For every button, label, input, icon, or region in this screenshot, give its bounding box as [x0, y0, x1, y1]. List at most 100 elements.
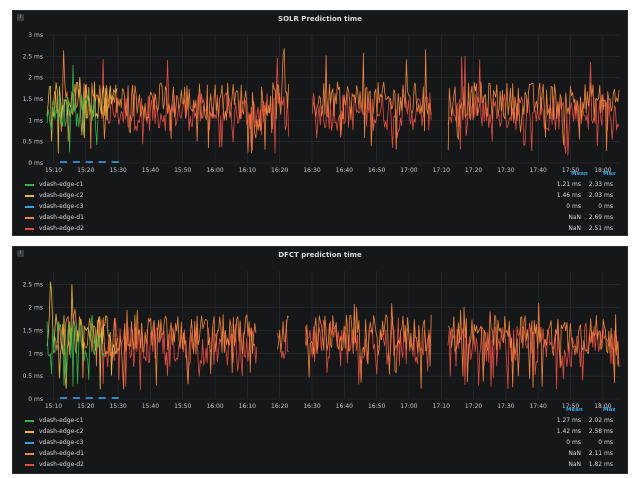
- legend-mean-header[interactable]: Mean: [571, 171, 588, 177]
- legend-series-name: vdash-edge-d1: [39, 450, 84, 457]
- x-tick-label: 16:40: [336, 403, 353, 410]
- legend-mean-value: NaN: [568, 225, 581, 232]
- legend-series-name: vdash-edge-c1: [39, 417, 84, 424]
- legend-item[interactable]: vdash-edge-d1 NaN 2.11 ms: [25, 449, 617, 459]
- y-tick-label: 0 ms: [28, 160, 43, 167]
- series-line: [53, 48, 620, 154]
- y-tick-label: 1.5 ms: [23, 327, 43, 334]
- legend-swatch: [25, 228, 34, 230]
- x-tick-label: 15:30: [109, 167, 126, 174]
- x-tick-label: 15:50: [174, 403, 191, 410]
- legend-swatch: [25, 431, 34, 433]
- legend-max-value: 2.69 ms: [588, 214, 613, 221]
- series-line: [46, 314, 106, 387]
- series-vdash-edge-c2[interactable]: [46, 281, 118, 390]
- legend-item[interactable]: vdash-edge-c2 1.42 ms 2.58 ms: [25, 427, 617, 437]
- legend-mean-value: NaN: [568, 214, 581, 221]
- y-tick-label: 2.5 ms: [23, 282, 43, 289]
- x-tick-label: 17:10: [433, 403, 450, 410]
- y-tick-label: 2.5 ms: [23, 53, 43, 60]
- series-line: [53, 302, 620, 390]
- series-vdash-edge-c1[interactable]: [46, 314, 106, 387]
- legend-mean-value: 1.42 ms: [556, 428, 581, 435]
- x-tick-label: 16:10: [239, 403, 256, 410]
- series-vdash-edge-c1[interactable]: [46, 64, 99, 153]
- x-tick-label: 18:00: [594, 403, 611, 410]
- legend-series-name: vdash-edge-d2: [39, 225, 84, 232]
- series-line: [46, 64, 99, 153]
- legend-mean-header[interactable]: Mean: [566, 407, 583, 413]
- x-tick-label: 16:50: [368, 403, 385, 410]
- x-tick-label: 15:50: [174, 167, 191, 174]
- legend-mean-value: 0 ms: [566, 439, 581, 446]
- x-tick-label: 17:50: [562, 167, 579, 174]
- x-tick-label: 17:20: [465, 167, 482, 174]
- legend-series-name: vdash-edge-c1: [39, 181, 84, 188]
- legend-item[interactable]: vdash-edge-c1 1.21 ms 2.33 ms: [25, 180, 617, 190]
- x-tick-label: 17:00: [400, 167, 417, 174]
- x-tick-label: 16:40: [336, 167, 353, 174]
- legend-max-value: 0 ms: [598, 439, 613, 446]
- y-tick-label: 1.5 ms: [23, 96, 43, 103]
- y-tick-label: 2 ms: [28, 305, 43, 312]
- legend-item[interactable]: vdash-edge-d1 NaN 2.69 ms: [25, 213, 617, 223]
- x-tick-label: 16:10: [239, 167, 256, 174]
- legend-item[interactable]: vdash-edge-c3 0 ms 0 ms: [25, 438, 617, 448]
- legend-max-header[interactable]: Max: [603, 171, 616, 177]
- x-tick-label: 18:00: [594, 167, 611, 174]
- panel-title[interactable]: SOLR Prediction time: [278, 15, 362, 23]
- series-vdash-edge-d1[interactable]: [53, 302, 620, 390]
- legend-max-value: 0 ms: [598, 203, 613, 210]
- x-tick-label: 15:40: [142, 167, 159, 174]
- legend-mean-value: 1.27 ms: [556, 417, 581, 424]
- y-tick-label: 0.5 ms: [23, 139, 43, 146]
- legend-swatch: [25, 442, 34, 444]
- legend-max-value: 2.58 ms: [588, 428, 613, 435]
- legend-item[interactable]: vdash-edge-d2 NaN 2.51 ms: [25, 224, 617, 234]
- legend-series-name: vdash-edge-c2: [39, 428, 84, 435]
- series-vdash-edge-d1[interactable]: [53, 48, 620, 154]
- legend-item[interactable]: vdash-edge-c1 1.27 ms 2.02 ms: [25, 416, 617, 426]
- x-tick-label: 17:40: [530, 167, 547, 174]
- x-tick-label: 17:30: [497, 403, 514, 410]
- x-tick-label: 17:30: [497, 167, 514, 174]
- legend-swatch: [25, 217, 34, 219]
- legend-swatch: [25, 195, 34, 197]
- y-tick-label: 1 ms: [28, 117, 43, 124]
- panel-info-icon[interactable]: i: [17, 14, 24, 21]
- x-tick-label: 15:20: [77, 167, 94, 174]
- x-tick-label: 15:20: [77, 403, 94, 410]
- y-tick-label: 2 ms: [28, 75, 43, 82]
- legend-max-value: 2.03 ms: [588, 192, 613, 199]
- y-tick-label: 0.5 ms: [23, 373, 43, 380]
- legend-swatch: [25, 453, 34, 455]
- x-tick-label: 15:10: [45, 403, 62, 410]
- x-tick-label: 17:10: [433, 167, 450, 174]
- legend-mean-value: 1.46 ms: [556, 192, 581, 199]
- x-tick-label: 17:40: [530, 403, 547, 410]
- panel-title[interactable]: DFCT prediction time: [278, 251, 362, 259]
- x-tick-label: 15:10: [45, 167, 62, 174]
- legend-item[interactable]: vdash-edge-d2 NaN 1.82 ms: [25, 460, 617, 470]
- legend-item[interactable]: vdash-edge-c3 0 ms 0 ms: [25, 202, 617, 212]
- legend-max-value: 2.02 ms: [588, 417, 613, 424]
- x-tick-label: 16:00: [206, 403, 223, 410]
- legend-series-name: vdash-edge-c3: [39, 203, 84, 210]
- x-tick-label: 17:50: [562, 403, 579, 410]
- x-tick-label: 15:40: [142, 403, 159, 410]
- legend-swatch: [25, 206, 34, 208]
- y-tick-label: 0 ms: [28, 396, 43, 403]
- series-line: [46, 281, 118, 390]
- legend-max-header[interactable]: Max: [603, 407, 616, 413]
- legend-series-name: vdash-edge-c3: [39, 439, 84, 446]
- legend-series-name: vdash-edge-d1: [39, 214, 84, 221]
- panel-info-icon[interactable]: i: [17, 250, 24, 257]
- x-tick-label: 15:30: [109, 403, 126, 410]
- legend-item[interactable]: vdash-edge-c2 1.46 ms 2.03 ms: [25, 191, 617, 201]
- x-tick-label: 16:30: [303, 167, 320, 174]
- x-tick-label: 16:20: [271, 167, 288, 174]
- y-tick-label: 3 ms: [28, 32, 43, 39]
- solr-panel: i SOLR Prediction time 3 ms 2.5 ms 2 ms 1.5…: [12, 10, 628, 236]
